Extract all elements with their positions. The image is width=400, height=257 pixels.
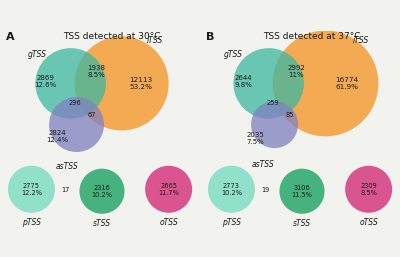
Text: 2665
11.7%: 2665 11.7% — [158, 183, 179, 196]
Text: 12113
53.2%: 12113 53.2% — [130, 77, 153, 90]
Ellipse shape — [234, 48, 304, 119]
Text: TSS detected at 37°C: TSS detected at 37°C — [263, 32, 360, 41]
Text: 2992
11%: 2992 11% — [287, 65, 305, 78]
Text: gTSS: gTSS — [224, 50, 242, 59]
Text: 3106
11.5%: 3106 11.5% — [292, 185, 312, 198]
Ellipse shape — [35, 48, 106, 119]
Text: pTSS: pTSS — [222, 218, 241, 227]
Text: 2869
12.6%: 2869 12.6% — [34, 75, 56, 88]
Ellipse shape — [49, 97, 104, 152]
Text: sTSS: sTSS — [93, 219, 111, 228]
Text: 2309
8.5%: 2309 8.5% — [360, 183, 377, 196]
Ellipse shape — [272, 31, 378, 136]
Text: 16774
61.9%: 16774 61.9% — [336, 77, 359, 90]
Text: sTSS: sTSS — [293, 219, 311, 228]
Text: iTSS: iTSS — [353, 36, 369, 45]
Ellipse shape — [208, 166, 255, 213]
Text: 2316
10.2%: 2316 10.2% — [92, 185, 112, 198]
Text: B: B — [206, 32, 214, 42]
Text: 2035
7.5%: 2035 7.5% — [246, 132, 264, 145]
Ellipse shape — [80, 169, 124, 214]
Ellipse shape — [8, 166, 55, 213]
Text: oTSS: oTSS — [359, 218, 378, 227]
Text: oTSS: oTSS — [159, 218, 178, 227]
Ellipse shape — [251, 101, 298, 148]
Text: pTSS: pTSS — [22, 218, 41, 227]
Text: 1938
8.5%: 1938 8.5% — [87, 65, 105, 78]
Ellipse shape — [345, 166, 392, 213]
Text: A: A — [6, 32, 14, 42]
Text: 259: 259 — [266, 100, 279, 106]
Text: 296: 296 — [68, 100, 81, 106]
Text: 2773
10.2%: 2773 10.2% — [221, 183, 242, 196]
Text: asTSS: asTSS — [55, 162, 78, 171]
Text: 2824
12.4%: 2824 12.4% — [46, 130, 68, 143]
Text: TSS detected at 30°C: TSS detected at 30°C — [63, 32, 160, 41]
Text: asTSS: asTSS — [252, 160, 274, 169]
Text: gTSS: gTSS — [28, 50, 46, 59]
Text: 2775
12.2%: 2775 12.2% — [21, 183, 42, 196]
Ellipse shape — [280, 169, 324, 214]
Text: 2644
9.8%: 2644 9.8% — [234, 75, 252, 88]
Text: 17: 17 — [62, 187, 70, 193]
Text: 85: 85 — [286, 112, 294, 118]
Text: 19: 19 — [262, 187, 270, 193]
Text: iTSS: iTSS — [147, 36, 163, 45]
Text: 67: 67 — [88, 112, 96, 118]
Ellipse shape — [74, 36, 169, 131]
Ellipse shape — [145, 166, 192, 213]
